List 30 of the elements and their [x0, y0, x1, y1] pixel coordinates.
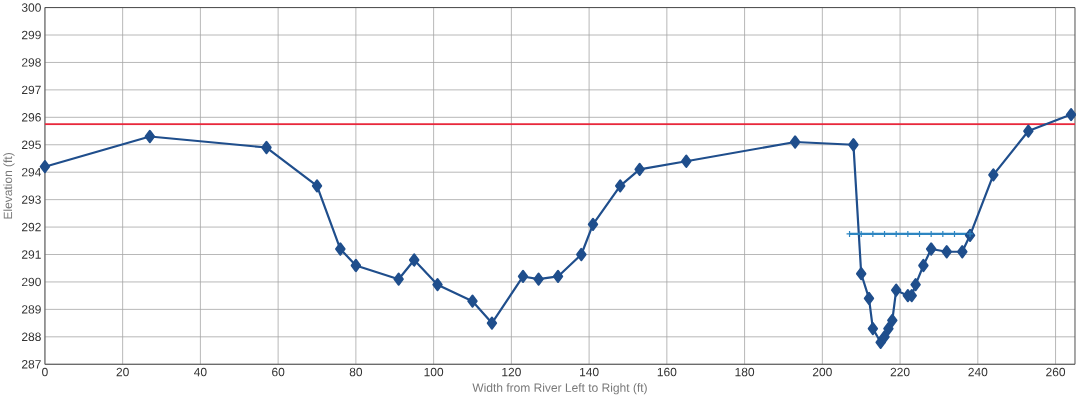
x-axis-title: Width from River Left to Right (ft) — [472, 383, 647, 395]
y-tick-label: 287 — [21, 360, 41, 369]
y-tick-label: 295 — [21, 140, 41, 150]
y-tick-label: 299 — [21, 30, 41, 40]
y-tick-label: 296 — [21, 113, 41, 122]
y-axis-title: Elevation (ft) — [3, 153, 15, 219]
x-tick-label: 120 — [502, 367, 521, 377]
y-tick-label: 289 — [21, 305, 41, 314]
y-tick-label: 292 — [21, 223, 41, 232]
x-tick-label: 60 — [272, 367, 285, 377]
y-tick-label: 300 — [21, 3, 41, 12]
x-tick-label: 240 — [968, 367, 988, 377]
x-tick-label: 260 — [1046, 367, 1066, 377]
x-tick-label: 40 — [194, 367, 207, 377]
y-tick-label: 298 — [21, 58, 41, 67]
x-tick-label: 200 — [812, 367, 832, 377]
y-tick-label: 293 — [21, 195, 41, 205]
x-tick-label: 80 — [349, 367, 363, 377]
x-tick-label: 180 — [735, 367, 755, 377]
x-tick-label: 0 — [42, 367, 48, 377]
y-tick-label: 290 — [21, 277, 41, 287]
x-tick-label: 140 — [580, 367, 599, 377]
x-tick-label: 220 — [890, 367, 910, 377]
y-tick-label: 288 — [21, 332, 41, 342]
y-tick-label: 297 — [21, 85, 41, 95]
y-tick-label: 294 — [21, 168, 42, 177]
y-tick-label: 291 — [21, 250, 41, 259]
x-tick-label: 160 — [657, 367, 677, 377]
x-tick-label: 20 — [116, 367, 129, 377]
x-tick-label: 100 — [424, 367, 444, 377]
